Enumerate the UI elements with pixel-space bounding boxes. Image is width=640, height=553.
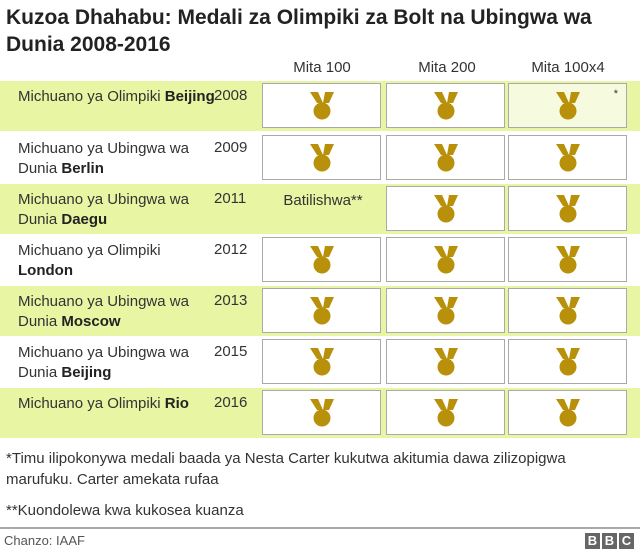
- footnotes: *Timu ilipokonywa medali baada ya Nesta …: [6, 448, 626, 531]
- event-city: Beijing: [164, 88, 215, 105]
- event-year: 2016: [214, 394, 248, 411]
- event-city: London: [18, 262, 73, 279]
- medal-cell: [386, 135, 505, 180]
- medal-cell: [262, 339, 381, 384]
- event-year: 2013: [214, 292, 248, 309]
- medal-cell: [508, 339, 627, 384]
- gold-medal-icon: [309, 245, 334, 275]
- gold-medal-icon: [555, 398, 580, 428]
- gold-medal-icon: [309, 347, 334, 377]
- event-city: Rio: [164, 395, 189, 412]
- gold-medal-icon: [555, 91, 580, 121]
- table-row: Michuano ya Ubingwa wa Dunia Beijing 2015: [0, 337, 640, 387]
- event-label: Michuano ya Ubingwa wa Dunia Moscow: [18, 293, 189, 330]
- event-label: Michuano ya Olimpiki Rio: [18, 395, 189, 412]
- medal-cell: *: [508, 83, 627, 128]
- chart-title: Kuzoa Dhahabu: Medali za Olimpiki za Bol…: [6, 6, 592, 56]
- gold-medal-icon: [433, 143, 458, 173]
- table-row: Michuano ya Ubingwa wa Dunia Berlin 2009: [0, 133, 640, 183]
- gold-medal-icon: [309, 398, 334, 428]
- column-header-4x100m: Mita 100x4: [531, 59, 605, 76]
- column-header-100m: Mita 100: [293, 59, 351, 76]
- gold-medal-icon: [555, 194, 580, 224]
- medal-cell: [262, 237, 381, 282]
- event-city: Berlin: [61, 160, 104, 177]
- event-year: 2009: [214, 139, 248, 156]
- event-year: 2015: [214, 343, 248, 360]
- medal-cell: [508, 186, 627, 231]
- event-city: Moscow: [61, 313, 121, 330]
- column-header-200m: Mita 200: [418, 59, 476, 76]
- gold-medal-icon: [433, 347, 458, 377]
- medal-cell: [386, 237, 505, 282]
- medal-cell: [508, 390, 627, 435]
- gold-medal-icon: [433, 91, 458, 121]
- table-row: Michuano ya Ubingwa wa Dunia Moscow 2013: [0, 286, 640, 336]
- medal-cell: [262, 135, 381, 180]
- medal-cell: [262, 83, 381, 128]
- footer-divider: [0, 527, 640, 529]
- gold-medal-icon: [309, 143, 334, 173]
- event-label: Michuano ya Olimpiki London: [18, 242, 161, 279]
- event-label: Michuano ya Olimpiki Beijing: [18, 88, 215, 105]
- gold-medal-icon: [555, 143, 580, 173]
- event-year: 2012: [214, 241, 248, 258]
- event-city: Beijing: [61, 364, 112, 381]
- gold-medal-icon: [309, 91, 334, 121]
- gold-medal-icon: [433, 194, 458, 224]
- medal-cell: [386, 186, 505, 231]
- gold-medal-icon: [555, 296, 580, 326]
- gold-medal-icon: [433, 296, 458, 326]
- gold-medal-icon: [555, 347, 580, 377]
- event-city: Daegu: [61, 211, 108, 228]
- footnote-false-start: **Kuondolewa kwa kukosea kuanza: [6, 502, 244, 519]
- table-row: Michuano ya Olimpiki Rio 2016: [0, 388, 640, 438]
- table-row: Michuano ya Olimpiki London 2012: [0, 235, 640, 285]
- event-label: Michuano ya Ubingwa wa Dunia Daegu: [18, 191, 189, 228]
- gold-medal-icon: [433, 398, 458, 428]
- event-label: Michuano ya Ubingwa wa Dunia Berlin: [18, 140, 189, 177]
- source-label: Chanzo: IAAF: [4, 533, 85, 548]
- disqualified-label: Batilishwa**: [283, 192, 363, 209]
- medal-cell: [508, 288, 627, 333]
- medal-cell: [508, 135, 627, 180]
- medal-cell: [508, 237, 627, 282]
- gold-medal-icon: [555, 245, 580, 275]
- table-row: Michuano ya Olimpiki Beijing 2008 *: [0, 81, 640, 131]
- medal-cell: [262, 390, 381, 435]
- table-row: Michuano ya Ubingwa wa Dunia Daegu 2011 Ba…: [0, 184, 640, 234]
- medal-cell: [386, 390, 505, 435]
- medal-cell: [262, 288, 381, 333]
- medal-cell: [386, 339, 505, 384]
- medal-cell: [386, 83, 505, 128]
- footnote-relay: *Timu ilipokonywa medali baada ya Nesta …: [6, 450, 566, 488]
- event-label: Michuano ya Ubingwa wa Dunia Beijing: [18, 344, 189, 381]
- event-year: 2008: [214, 87, 248, 104]
- disqualified-marker: *: [613, 88, 618, 100]
- event-year: 2011: [214, 190, 247, 207]
- gold-medal-icon: [309, 296, 334, 326]
- bbc-logo: B B C: [585, 533, 634, 549]
- medal-cell: [386, 288, 505, 333]
- gold-medal-icon: [433, 245, 458, 275]
